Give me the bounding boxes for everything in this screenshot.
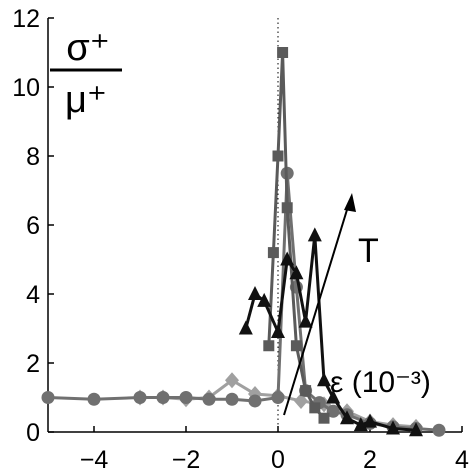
data-point-square [290, 340, 302, 352]
data-point-triangle [257, 292, 272, 307]
plot-area [41, 17, 463, 437]
data-point-triangle [340, 410, 354, 425]
arrow-label: T [358, 232, 379, 270]
data-point-circle [87, 392, 101, 406]
data-point-triangle [317, 372, 331, 387]
data-point-circle [41, 391, 55, 404]
data-point-triangle [298, 313, 313, 328]
xlabel-inline: ε (10⁻³) [330, 366, 431, 399]
x-tick-label: 0 [271, 446, 285, 474]
y-tick-label: 2 [26, 350, 40, 378]
data-point-square [300, 385, 312, 397]
data-point-circle [432, 423, 446, 437]
y-tick-label: 4 [26, 281, 40, 309]
data-point-square [309, 402, 321, 414]
data-point-circle [156, 391, 170, 404]
x-tick-label: −4 [80, 446, 109, 474]
data-point-square [272, 150, 284, 162]
data-point-circle [271, 391, 285, 404]
data-point-triangle [289, 265, 304, 280]
data-point-square [263, 340, 275, 352]
data-point-circle [326, 404, 340, 418]
y-tick-label: 8 [26, 143, 40, 171]
x-tick-label: −2 [172, 446, 201, 474]
data-point-triangle [386, 420, 400, 435]
temperature-arrow [283, 199, 351, 416]
data-point-triangle [280, 251, 295, 266]
tick-labels: −4 −2 0 2 4 0 2 4 6 8 10 12 [12, 5, 469, 474]
data-point-square [318, 412, 330, 424]
x-tick-label: 4 [455, 446, 469, 474]
data-point-square [277, 47, 289, 58]
data-point-circle [248, 394, 262, 408]
y-tick-label: 12 [12, 5, 40, 33]
data-point-square [267, 247, 279, 259]
data-point-square [281, 202, 293, 214]
temperature-arrow-head [344, 193, 356, 212]
data-point-triangle [326, 389, 341, 404]
x-tick-label: 2 [363, 446, 377, 474]
y-tick-label: 0 [26, 419, 40, 447]
data-point-triangle [248, 286, 262, 300]
y-tick-label: 6 [26, 212, 40, 240]
data-point-circle [202, 392, 216, 406]
data-point-triangle [238, 320, 253, 335]
data-point-circle [133, 391, 147, 404]
data-point-triangle [307, 227, 322, 242]
data-point-triangle [271, 323, 285, 338]
data-point-triangle [363, 413, 377, 428]
data-point-diamond [225, 372, 239, 389]
y-tick-label: 10 [12, 74, 40, 102]
data-point-circle [225, 392, 239, 406]
ylabel-numerator: σ⁺ [66, 27, 110, 69]
data-point-circle [179, 391, 193, 404]
data-point-triangle [409, 422, 423, 437]
ylabel-denominator: μ⁺ [65, 79, 107, 121]
